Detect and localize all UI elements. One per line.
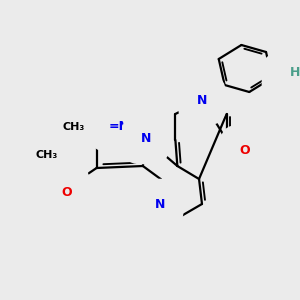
Text: N: N xyxy=(154,197,165,211)
Text: H: H xyxy=(290,65,300,79)
Text: =N: =N xyxy=(109,121,130,134)
Text: CH₃: CH₃ xyxy=(63,122,85,132)
Text: CH₃: CH₃ xyxy=(35,150,57,160)
Text: N: N xyxy=(197,94,207,106)
Text: O: O xyxy=(239,143,250,157)
Text: O: O xyxy=(280,71,291,85)
Text: N: N xyxy=(141,133,151,146)
Text: O: O xyxy=(59,161,69,175)
Text: O: O xyxy=(62,185,72,199)
